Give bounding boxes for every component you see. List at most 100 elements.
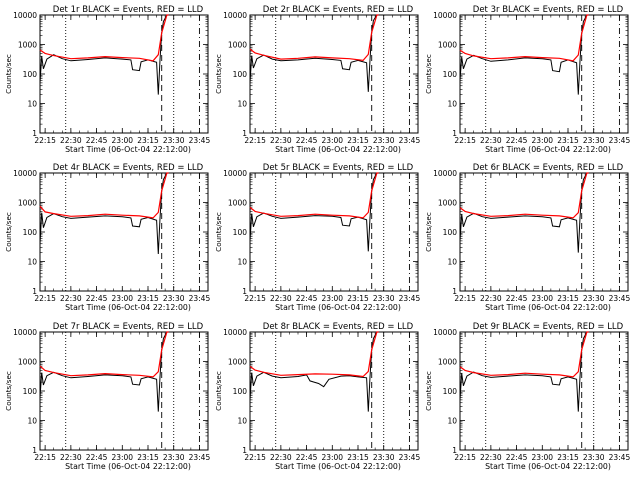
x-tick-label: 22:45 [86,136,108,145]
y-tick-label: 100 [23,70,38,79]
y-tick-label: 10000 [433,169,457,178]
y-tick-label: 1000 [18,199,37,208]
series-lld [249,14,379,62]
y-tick-label: 10 [447,417,457,426]
x-axis-label: Start Time (06-Oct-04 22:12:00) [65,145,191,154]
y-tick-label: 1 [32,446,37,455]
series-lld [459,331,589,378]
plot-frame [249,331,419,451]
x-tick-label: 23:00 [111,294,133,303]
y-tick-label: 1000 [228,358,247,367]
series-events [459,172,589,253]
panel-2: Det 2r BLACK = Events, RED = LLD 1 10 100 10… [214,5,420,154]
y-tick-label: 10 [237,417,247,426]
y-tick-label: 1000 [438,358,457,367]
x-tick-label: 23:30 [583,453,605,462]
series-lld [39,14,169,62]
x-tick-label: 22:15 [34,136,56,145]
plot-frame [249,14,419,134]
series-lld [459,14,589,62]
y-axis-label: Counts/sec [4,371,13,411]
x-tick-label: 23:00 [531,294,553,303]
y-tick-label: 1000 [18,41,37,50]
x-tick-label: 23:15 [557,136,579,145]
series-events [39,331,169,412]
x-tick-label: 23:30 [163,453,185,462]
y-tick-label: 1 [32,287,37,296]
plot-frame [249,172,419,292]
x-tick-label: 23:15 [137,294,159,303]
y-tick-label: 1000 [228,41,247,50]
y-tick-label: 10 [447,100,457,109]
series-events [459,14,589,95]
x-tick-label: 23:00 [321,136,343,145]
y-tick-label: 10000 [13,328,37,337]
y-axis-label: Counts/sec [424,371,433,411]
y-tick-label: 100 [23,387,38,396]
x-axis-label: Start Time (06-Oct-04 22:12:00) [275,145,401,154]
y-tick-label: 1 [452,129,457,138]
x-tick-label: 22:30 [480,453,502,462]
y-tick-label: 1000 [438,199,457,208]
y-tick-label: 100 [443,387,458,396]
series-events [39,172,169,255]
x-tick-label: 22:45 [506,294,528,303]
panel-title: Det 7r BLACK = Events, RED = LLD [53,322,204,332]
panel-title: Det 3r BLACK = Events, RED = LLD [473,5,624,15]
x-axis-label: Start Time (06-Oct-04 22:12:00) [275,303,401,312]
x-tick-label: 23:45 [399,294,421,303]
x-tick-label: 23:15 [557,453,579,462]
x-tick-label: 23:15 [347,136,369,145]
x-tick-label: 23:45 [189,136,211,145]
x-tick-label: 23:45 [609,136,631,145]
x-tick-label: 23:30 [163,136,185,145]
y-tick-label: 100 [233,70,248,79]
x-axis-label: Start Time (06-Oct-04 22:12:00) [65,462,191,471]
y-tick-label: 100 [443,228,458,237]
x-axis-label: Start Time (06-Oct-04 22:12:00) [485,145,611,154]
y-tick-label: 1 [452,287,457,296]
x-tick-label: 23:15 [347,294,369,303]
y-axis-label: Counts/sec [214,212,223,252]
panel-title: Det 2r BLACK = Events, RED = LLD [263,5,414,15]
x-tick-label: 23:00 [321,294,343,303]
x-tick-label: 22:30 [270,136,292,145]
panel-1: Det 1r BLACK = Events, RED = LLD 1 10 100 10… [4,5,210,154]
x-tick-label: 23:00 [111,136,133,145]
y-axis-label: Counts/sec [4,54,13,94]
series-events [249,331,379,412]
x-tick-label: 22:45 [506,136,528,145]
x-tick-label: 22:30 [60,136,82,145]
y-tick-label: 1000 [18,358,37,367]
x-tick-label: 23:45 [399,453,421,462]
y-tick-label: 1 [242,287,247,296]
x-tick-label: 22:15 [34,294,56,303]
x-tick-label: 22:30 [60,294,82,303]
plot-frame [459,14,629,134]
y-tick-label: 100 [23,228,38,237]
x-tick-label: 23:30 [373,136,395,145]
y-tick-label: 1 [242,129,247,138]
y-tick-label: 1 [242,446,247,455]
panel-8: Det 8r BLACK = Events, RED = LLD 1 10 100 10… [214,322,420,471]
x-tick-label: 23:45 [609,294,631,303]
panel-title: Det 8r BLACK = Events, RED = LLD [263,322,414,332]
y-tick-label: 100 [233,228,248,237]
y-tick-label: 1 [32,129,37,138]
x-tick-label: 23:00 [531,453,553,462]
panel-6: Det 6r BLACK = Events, RED = LLD 1 10 100 10… [424,163,630,312]
x-axis-label: Start Time (06-Oct-04 22:12:00) [485,462,611,471]
x-tick-label: 22:30 [270,453,292,462]
panel-title: Det 4r BLACK = Events, RED = LLD [53,163,204,173]
x-axis-label: Start Time (06-Oct-04 22:12:00) [65,303,191,312]
x-tick-label: 22:15 [454,136,476,145]
x-tick-label: 22:15 [244,294,266,303]
series-events [459,331,589,412]
panel-4: Det 4r BLACK = Events, RED = LLD 1 10 100 10… [4,163,210,312]
x-tick-label: 22:30 [480,294,502,303]
y-tick-label: 100 [233,387,248,396]
plot-frame [39,14,209,134]
x-tick-label: 23:00 [321,453,343,462]
panel-9: Det 9r BLACK = Events, RED = LLD 1 10 100 10… [424,322,630,471]
